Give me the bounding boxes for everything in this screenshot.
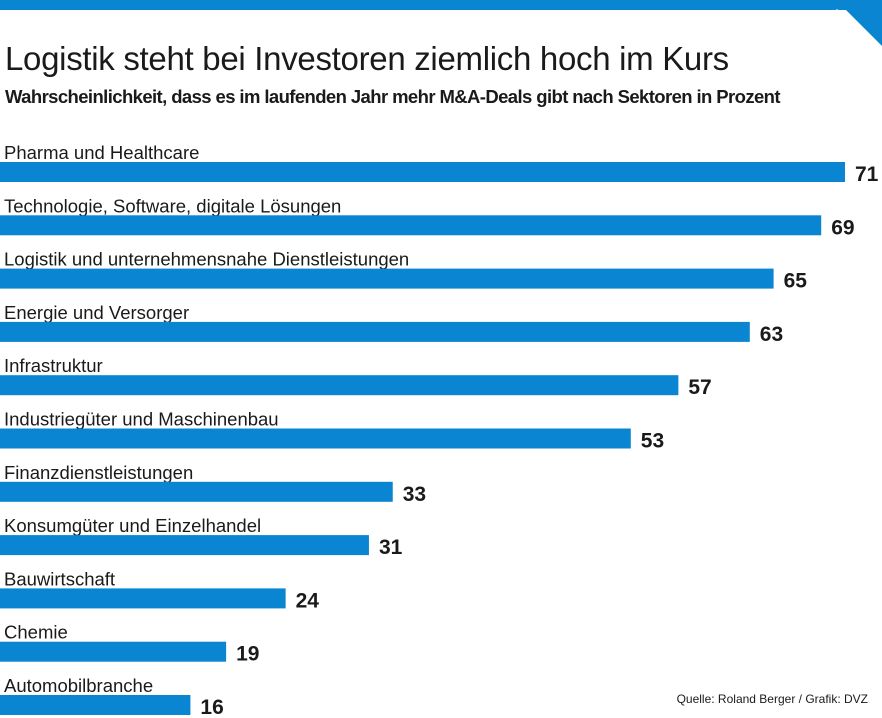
bar xyxy=(0,535,369,556)
bar xyxy=(0,268,774,289)
chart-subtitle: Wahrscheinlichkeit, dass es im laufenden… xyxy=(5,86,781,107)
bar xyxy=(0,588,286,609)
category-label: Automobilbranche xyxy=(4,675,153,696)
category-label: Chemie xyxy=(4,622,68,643)
value-label: 33 xyxy=(403,483,426,506)
value-label: 16 xyxy=(200,696,223,718)
category-label: Energie und Versorger xyxy=(4,302,189,323)
category-label: Finanzdienstleistungen xyxy=(4,462,193,483)
top-accent-bar xyxy=(0,0,882,10)
value-label: 65 xyxy=(784,270,808,293)
bar xyxy=(0,215,822,236)
value-label: 53 xyxy=(641,430,664,453)
category-label: Industriegüter und Maschinenbau xyxy=(4,409,279,430)
value-label: 19 xyxy=(236,643,259,666)
value-label: 63 xyxy=(760,323,783,346)
category-label: Logistik und unternehmensnahe Dienstleis… xyxy=(4,249,409,270)
value-label: 57 xyxy=(688,376,711,399)
bar xyxy=(0,695,191,715)
corner-fold-icon xyxy=(836,0,882,46)
category-label: Infrastruktur xyxy=(4,355,103,376)
value-label: 71 xyxy=(855,163,879,186)
source-note: Quelle: Roland Berger / Grafik: DVZ xyxy=(676,692,868,706)
bar xyxy=(0,162,845,182)
category-label: Bauwirtschaft xyxy=(4,568,115,589)
value-label: 31 xyxy=(379,536,403,559)
value-label: 24 xyxy=(296,589,320,612)
value-label: 69 xyxy=(831,216,854,239)
bar xyxy=(0,321,750,342)
chart-title: Logistik steht bei Investoren ziemlich h… xyxy=(5,40,729,77)
bar xyxy=(0,481,393,502)
bar xyxy=(0,641,227,662)
category-label: Pharma und Healthcare xyxy=(4,142,199,163)
bar xyxy=(0,375,679,396)
bar xyxy=(0,428,631,449)
category-label: Technologie, Software, digitale Lösungen xyxy=(4,195,341,216)
category-label: Konsumgüter und Einzelhandel xyxy=(4,515,261,536)
